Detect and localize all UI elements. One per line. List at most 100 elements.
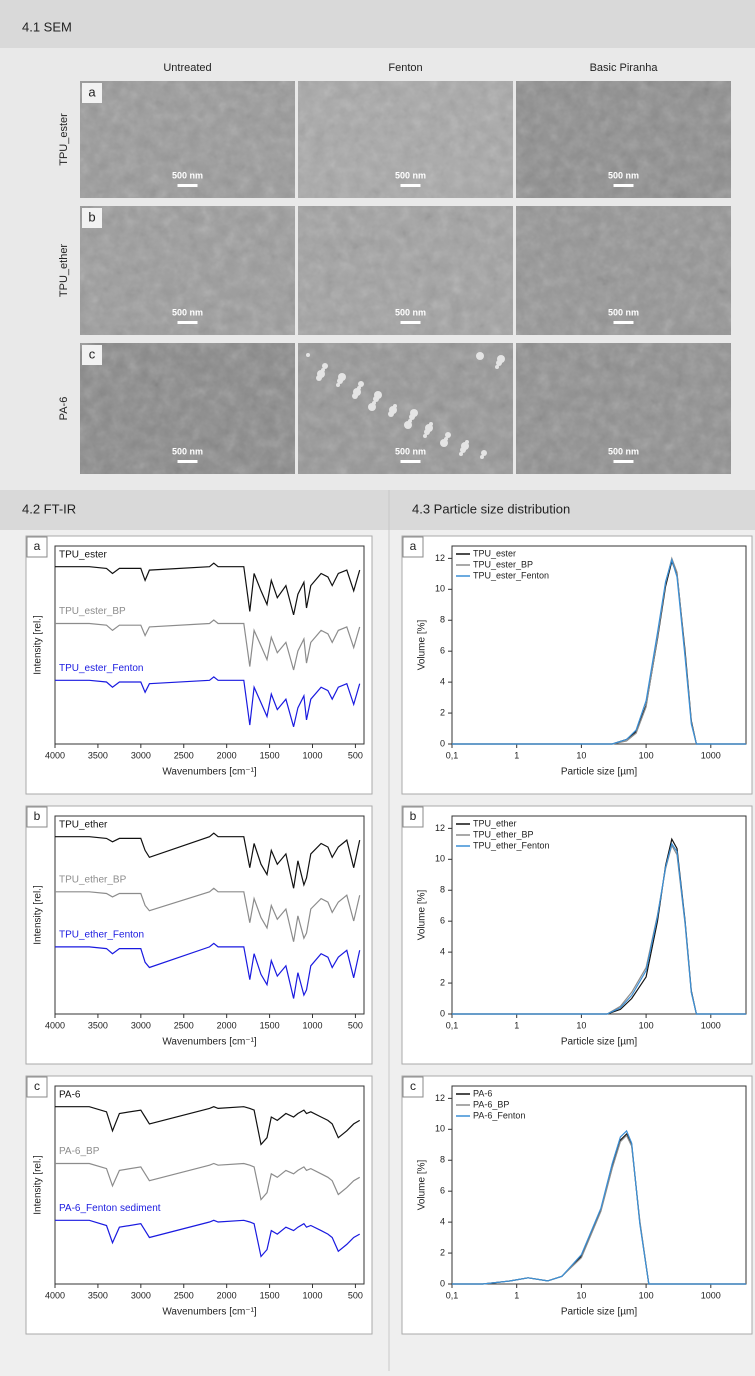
scale-bar (613, 184, 634, 187)
particle (388, 411, 394, 417)
panel-frame (25, 535, 373, 795)
panel-letter-box (82, 345, 102, 365)
row-label: PA-6 (58, 397, 70, 421)
x-tick-label: 3500 (88, 1290, 108, 1300)
series-label: TPU_ester_Fenton (59, 663, 144, 674)
scale-bar (400, 184, 421, 187)
x-tick-label: 1000 (701, 750, 721, 760)
x-tick-label: 1 (514, 1290, 519, 1300)
panel-letter: b (410, 809, 417, 823)
y-tick-label: 8 (440, 885, 445, 895)
x-tick-label: 2500 (174, 750, 194, 760)
series-line (452, 1129, 746, 1285)
y-tick-label: 6 (440, 1186, 445, 1196)
particle (358, 381, 364, 387)
x-tick-label: 100 (639, 750, 654, 760)
y-tick-label: 2 (440, 707, 445, 717)
panel-letter: a (88, 84, 96, 99)
x-axis-label: Wavenumbers [cm⁻¹] (162, 1037, 257, 1048)
y-tick-label: 8 (440, 1155, 445, 1165)
plot-frame (54, 1085, 365, 1285)
series-label: TPU_ether_BP (59, 874, 127, 885)
x-axis-label: Wavenumbers [cm⁻¹] (162, 767, 257, 778)
particle (322, 363, 328, 369)
y-axis-label: Volume [%] (417, 889, 428, 940)
ftir-panels: 4000 3500 3000 2500 2000 1500 1000 500 Wavenumbe… (25, 535, 373, 1335)
particle (424, 429, 430, 435)
y-tick-label: 0 (440, 1278, 445, 1288)
x-tick-label: 1500 (260, 1020, 280, 1030)
panel-letter-box (26, 536, 48, 558)
scale-bar-label: 500 nm (395, 307, 426, 317)
series-line (55, 1162, 360, 1201)
x-tick-label: 0,1 (446, 1290, 459, 1300)
scale-bar (613, 460, 634, 463)
y-tick-label: 4 (440, 677, 445, 687)
particle (445, 432, 451, 438)
x-tick-label: 1000 (701, 1020, 721, 1030)
x-tick-label: 100 (639, 1290, 654, 1300)
sem-texture (80, 206, 295, 335)
sem-texture (80, 81, 295, 198)
panel-letter: c (34, 1079, 40, 1093)
x-tick-label: 500 (348, 1290, 363, 1300)
particle (423, 434, 427, 438)
x-tick-label: 1 (514, 750, 519, 760)
section-title: 4.2 FT-IR (22, 501, 76, 516)
panel-letter-box (82, 208, 102, 228)
scale-bar (400, 460, 421, 463)
sem-grid: Untreated Fenton Basic Piranha TPU_ester 500… (58, 62, 731, 474)
x-tick-label: 100 (639, 1020, 654, 1030)
panel-letter-box (82, 83, 102, 103)
y-tick-label: 2 (440, 1247, 445, 1257)
panel-letter-box (402, 1076, 424, 1098)
x-tick-label: 1500 (260, 750, 280, 760)
particle (440, 439, 448, 447)
legend-label: PA-6_Fenton (473, 1110, 525, 1120)
x-tick-label: 2000 (217, 1020, 237, 1030)
sem-texture (516, 206, 731, 335)
sem-texture (516, 81, 731, 198)
section-title: 4.3 Particle size distribution (412, 501, 570, 516)
panel-letter-box (26, 806, 48, 828)
panel-letter: b (34, 809, 41, 823)
x-tick-label: 4000 (45, 1020, 65, 1030)
panel-frame (25, 1075, 373, 1335)
y-tick-label: 12 (435, 553, 445, 563)
sem-texture (298, 206, 513, 335)
particle (404, 421, 412, 429)
panel-letter: c (410, 1079, 416, 1093)
scale-bar (177, 460, 198, 463)
y-axis-label: Intensity [rel.] (33, 885, 44, 945)
x-tick-label: 2000 (217, 750, 237, 760)
column-label: Untreated (163, 62, 211, 74)
x-tick-label: 1000 (302, 1020, 322, 1030)
x-axis-label: Wavenumbers [cm⁻¹] (162, 1307, 257, 1318)
series-line (55, 562, 361, 616)
plot-frame (54, 815, 365, 1015)
scale-bar-label: 500 nm (172, 307, 203, 317)
x-tick-label: 2500 (174, 1020, 194, 1030)
y-tick-label: 0 (440, 1008, 445, 1018)
particle (336, 383, 340, 387)
series-line (55, 832, 361, 889)
sem-texture (298, 81, 513, 198)
particle (306, 353, 310, 357)
particle (496, 360, 502, 366)
series-line (55, 1106, 361, 1146)
panel-letter: c (89, 346, 96, 361)
y-tick-label: 4 (440, 947, 445, 957)
legend-label: PA-6_BP (473, 1099, 509, 1109)
section-band (0, 0, 755, 48)
legend-label: TPU_ester (473, 548, 516, 558)
x-tick-label: 3000 (131, 1290, 151, 1300)
panel-frame (401, 1075, 753, 1335)
series-label: TPU_ester_BP (59, 606, 126, 617)
y-tick-label: 12 (435, 823, 445, 833)
legend-label: TPU_ether (473, 818, 517, 828)
panel-letter-box (402, 806, 424, 828)
x-tick-label: 1 (514, 1020, 519, 1030)
x-tick-label: 4000 (45, 1290, 65, 1300)
legend-label: PA-6 (473, 1088, 492, 1098)
